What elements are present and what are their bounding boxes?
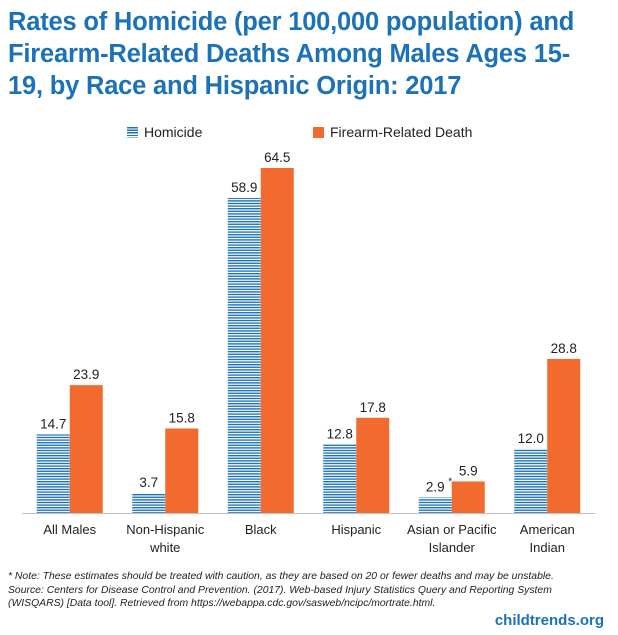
x-tick-label-all-males: All Males <box>43 522 96 537</box>
x-tick-label-hispanic: Hispanic <box>331 522 381 537</box>
value-label-firearm-related-death-asian-or-pacific-islander: 5.9 <box>459 463 478 478</box>
value-label-firearm-related-death-hispanic: 17.8 <box>360 400 386 415</box>
x-tick-label-non-hispanic-white-line-2: white <box>149 540 180 555</box>
bar-homicide-non-hispanic-white <box>132 493 166 513</box>
x-tick-label-non-hispanic-white: Non-Hispanic <box>126 522 205 537</box>
value-label-homicide-non-hispanic-white: 3.7 <box>139 475 158 490</box>
value-label-homicide-hispanic: 12.8 <box>327 427 353 442</box>
value-label-homicide-black: 58.9 <box>231 180 257 195</box>
bar-firearm-related-death-american-indian <box>547 358 581 513</box>
x-tick-label-asian-or-pacific-islander: Asian or Pacific <box>407 522 497 537</box>
chart-legend: Homicide Firearm-Related Death <box>0 122 618 142</box>
x-tick-label-black: Black <box>245 522 277 537</box>
value-label-firearm-related-death-black: 64.5 <box>264 150 290 165</box>
bar-firearm-related-death-non-hispanic-white <box>165 428 199 513</box>
value-label-homicide-all-males: 14.7 <box>40 416 66 431</box>
chart-notes: * Note: These estimates should be treate… <box>8 570 616 611</box>
legend-label-firearm: Firearm-Related Death <box>330 124 473 140</box>
x-tick-label-asian-or-pacific-islander-line-2: Islander <box>429 540 476 555</box>
value-label-homicide-asian-or-pacific-islander: 2.9 <box>426 479 445 494</box>
value-label-firearm-related-death-american-indian: 28.8 <box>551 341 577 356</box>
bar-homicide-american-indian <box>514 448 548 513</box>
legend-item-homicide: Homicide <box>127 122 202 142</box>
chart-title-line-3: 19, by Race and Hispanic Origin: 2017 <box>8 72 462 100</box>
bar-homicide-asian-or-pacific-islander <box>418 497 452 513</box>
brand-url: childtrends.org <box>494 612 604 629</box>
note-caution: * Note: These estimates should be treate… <box>8 571 554 582</box>
note-source-line-2: (WISQARS) [Data tool]. Retrieved from ht… <box>8 598 436 609</box>
bar-firearm-related-death-asian-or-pacific-islander <box>451 481 485 513</box>
x-axis-labels: All Males Non-Hispanic white Black Hispanic A… <box>43 522 574 555</box>
chart-title: Rates of Homicide (per 100,000 populatio… <box>8 6 612 102</box>
bar-homicide-hispanic <box>323 444 357 513</box>
legend-swatch-homicide <box>127 126 138 138</box>
x-tick-label-american-indian-line-2: Indian <box>530 540 565 555</box>
chart-title-line-1: Rates of Homicide (per 100,000 populatio… <box>8 8 575 36</box>
bar-chart: 14.7 23.9 3.7 15.8 58.9 64.5 12.8 17.8 2.9 * 5.9 12… <box>22 150 595 555</box>
legend-label-homicide: Homicide <box>144 124 203 140</box>
value-label-firearm-related-death-non-hispanic-white: 15.8 <box>169 410 195 425</box>
value-label-firearm-related-death-all-males: 23.9 <box>73 367 99 382</box>
x-tick-label-american-indian: American <box>520 522 575 537</box>
bar-firearm-related-death-hispanic <box>356 417 390 513</box>
note-source-line-1: Source: Centers for Disease Control and … <box>8 584 552 596</box>
bar-homicide-all-males <box>36 434 70 513</box>
chart-title-line-2: Firearm-Related Deaths Among Males Ages … <box>8 40 571 68</box>
chart-bars: 14.7 23.9 3.7 15.8 58.9 64.5 12.8 17.8 2.9 * 5.9 12… <box>36 150 581 513</box>
legend-item-firearm: Firearm-Related Death <box>313 122 472 142</box>
bar-firearm-related-death-black <box>260 168 294 513</box>
bar-homicide-black <box>227 197 261 513</box>
legend-swatch-firearm <box>313 126 324 138</box>
caution-marker-asian-or-pacific-islander: * <box>448 476 452 487</box>
bar-firearm-related-death-all-males <box>69 385 103 513</box>
value-label-homicide-american-indian: 12.0 <box>518 431 544 446</box>
